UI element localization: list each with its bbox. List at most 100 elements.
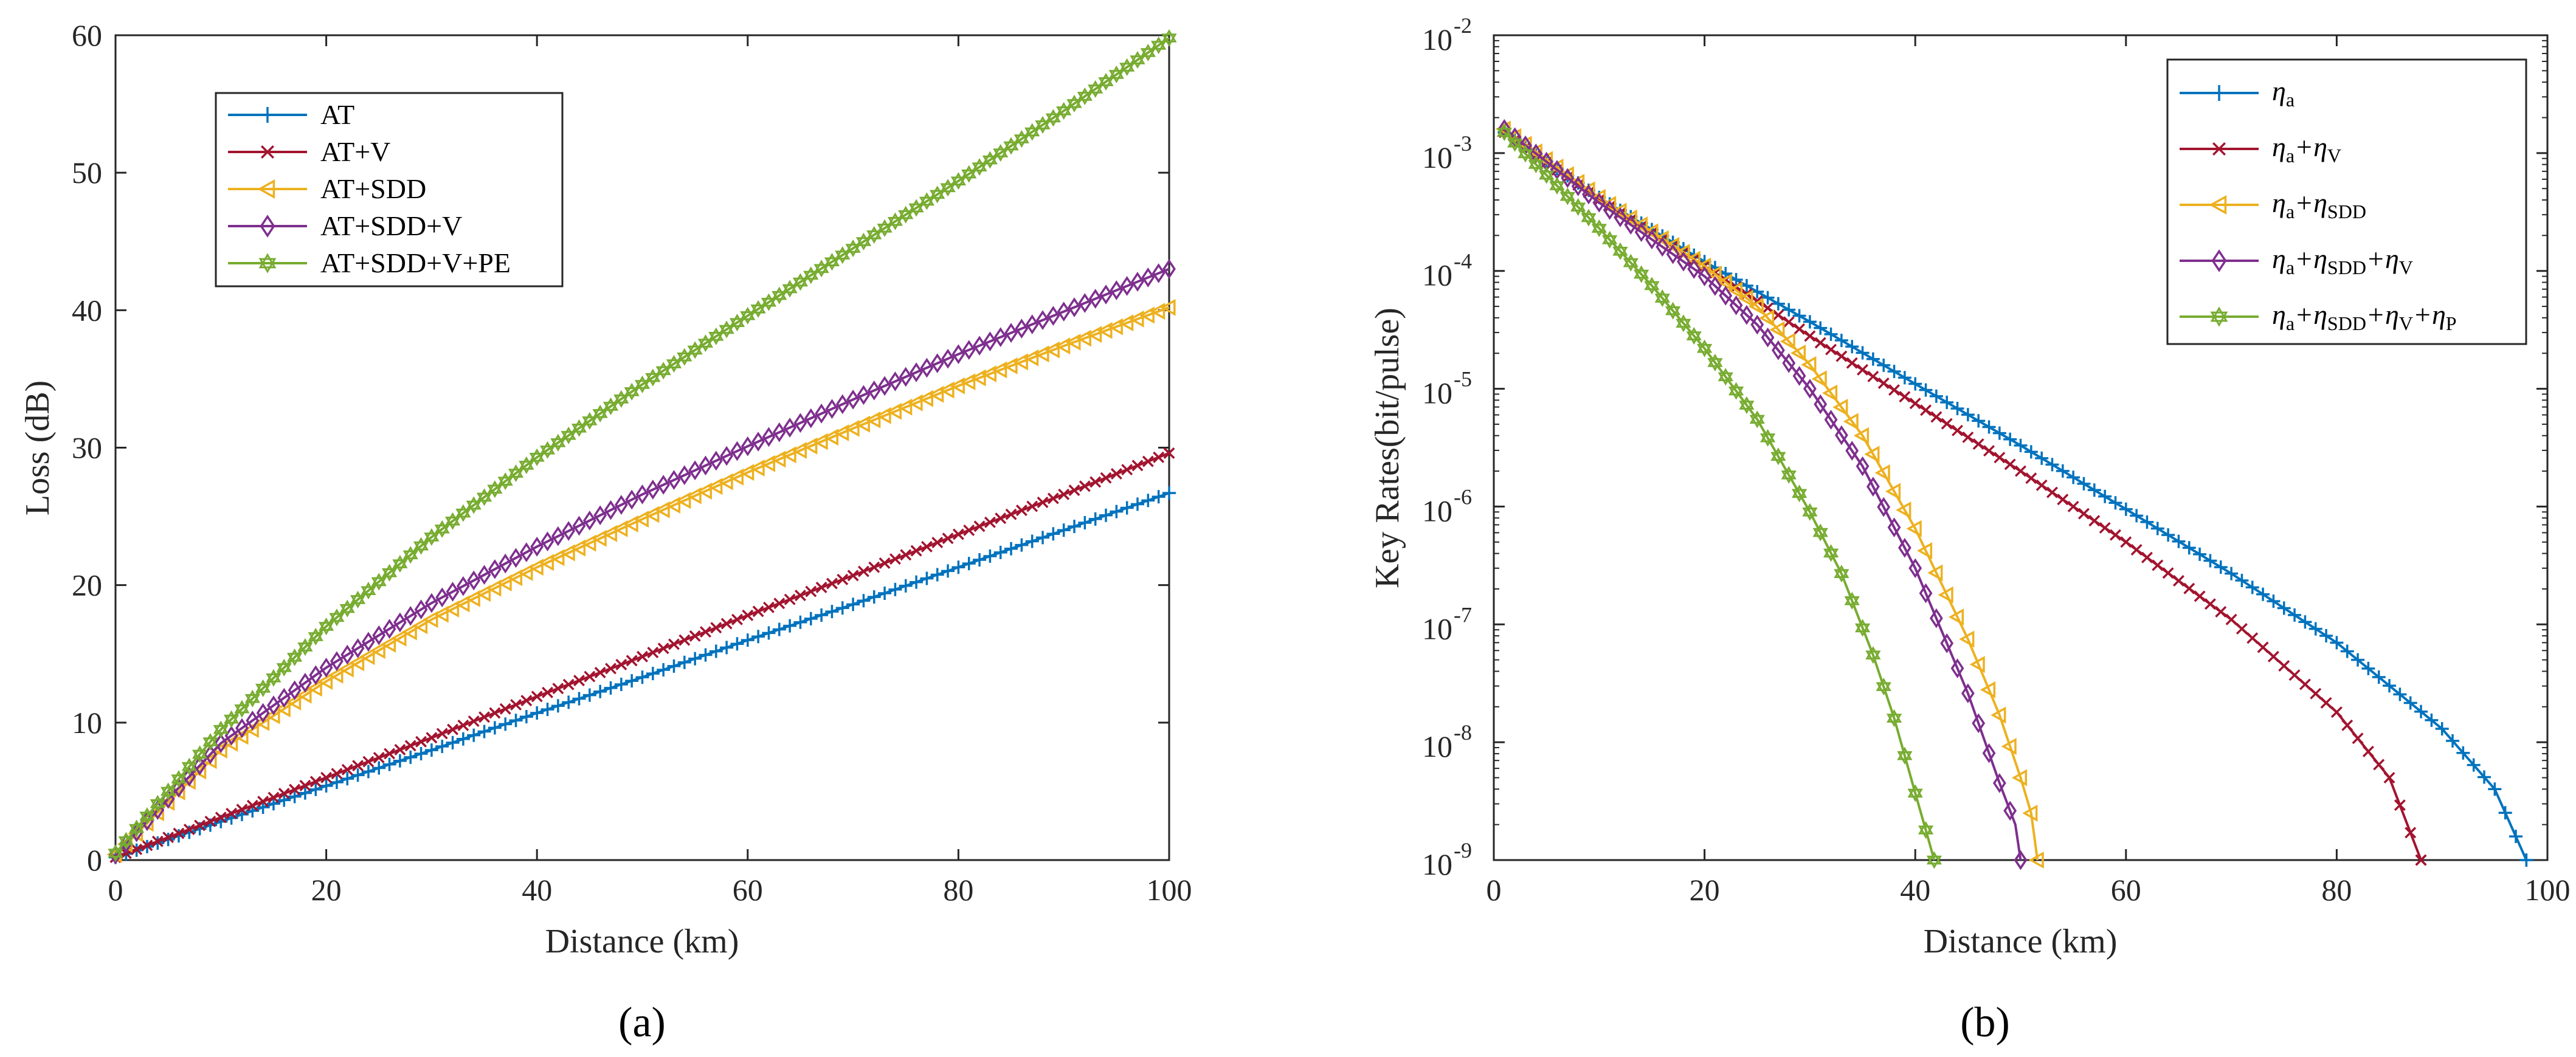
panel-a-data-point — [949, 377, 965, 394]
panel-a-data-point — [752, 605, 764, 618]
panel-a-data-point — [865, 411, 881, 429]
panel-b-data-point — [1780, 332, 1795, 350]
panel-b-legend-item: ηa+ηSDD+ηV+ηP — [2180, 299, 2457, 334]
panel-b-data-point — [2405, 827, 2417, 839]
panel-a-data-point — [825, 605, 839, 619]
panel-a-data-point — [846, 389, 860, 410]
panel-b-data-point — [2235, 574, 2249, 588]
legend-symbol: +η — [2366, 243, 2399, 274]
panel-b-data-point — [1886, 709, 1902, 728]
panel-b-data-point — [1718, 368, 1733, 386]
panel-b-data-point-end — [2014, 850, 2028, 870]
panel-a-data-point — [1099, 508, 1113, 522]
panel-a-data-point — [973, 553, 987, 567]
panel-a-data-point — [708, 327, 724, 345]
panel-b-data-point — [1962, 431, 1974, 443]
panel-a-data-point — [562, 678, 575, 690]
panel-a-data-point — [961, 165, 977, 183]
panel-b-data-point — [1571, 176, 1585, 196]
panel-b-data-point — [2330, 636, 2344, 650]
legend-symbol: +η — [2366, 299, 2399, 330]
panel-b-data-point — [1769, 321, 1785, 339]
panel-a-data-point — [1160, 298, 1176, 316]
panel-a-legend-item: AT — [228, 99, 354, 130]
panel-a-legend-item: AT+SDD+V — [228, 210, 462, 241]
panel-a-data-point — [942, 532, 954, 545]
panel-b-data-point — [1940, 633, 1954, 653]
panel-a-data-point — [298, 786, 312, 800]
panel-b-data-point — [1929, 389, 1943, 403]
panel-a-data-point — [517, 563, 533, 581]
panel-a-data-point — [246, 799, 258, 811]
panel-b-data-point — [2257, 641, 2269, 653]
panel-b-legend-item: ηa+ηSDD+ηV — [2180, 243, 2413, 278]
panel-a-data-point — [791, 442, 807, 459]
legend-subscript: a — [2286, 312, 2295, 334]
panel-b-data-point — [1738, 289, 1753, 307]
panel-b-data-point — [1897, 371, 1911, 385]
panel-a-data-point — [412, 617, 428, 635]
panel-a-data-point — [657, 475, 671, 495]
panel-b-data-point — [2035, 451, 2049, 465]
panel-a-data-point — [570, 539, 586, 557]
panel-b-data-point — [2045, 458, 2059, 472]
panel-a-data-point — [414, 599, 428, 620]
panel-a-data-point — [181, 757, 197, 776]
panel-b-legend-item: ηa — [2180, 75, 2295, 111]
panel-a-data-point — [928, 385, 944, 403]
panel-b-series-line — [1503, 131, 1936, 861]
panel-b-data-point — [2036, 479, 2048, 491]
panel-b-data-point — [1950, 658, 1964, 678]
panel-a-data-point — [1152, 263, 1165, 283]
panel-a-data-point — [897, 398, 913, 416]
panel-a-data-point — [634, 375, 651, 394]
panel-b-data-point — [2161, 528, 2175, 542]
panel-a-data-point — [1086, 326, 1102, 343]
panel-b-y-tick-label: 10 -9 — [1422, 838, 1472, 881]
panel-b-data-point — [1687, 259, 1701, 279]
panel-a-data-point — [1003, 137, 1019, 155]
panel-a-y-tick-label: 20 — [72, 568, 102, 602]
panel-a-data-point — [794, 590, 806, 602]
panel-b-data-point — [2298, 615, 2312, 629]
panel-b-data-point — [1835, 350, 1848, 362]
panel-a-data-point — [677, 655, 691, 669]
panel-b-y-tick-exponent: -5 — [1454, 367, 1472, 391]
panel-a-data-point — [805, 585, 817, 597]
panel-b-data-point — [2152, 559, 2164, 571]
legend-symbol: +η — [2295, 243, 2327, 274]
panel-a-y-tick-label: 40 — [72, 293, 102, 327]
panel-b-data-point — [2277, 601, 2291, 615]
panel-a-data-point — [266, 797, 280, 811]
panel-a-data-point — [1013, 129, 1029, 148]
panel-b-data-point — [2288, 669, 2301, 681]
panel-a-data-point — [793, 615, 807, 629]
panel-b-data-point — [1677, 251, 1690, 272]
panel-a-data-point — [183, 824, 195, 836]
panel-a-data-point — [204, 815, 216, 827]
panel-b-data-point — [1612, 242, 1628, 260]
panel-b-data-point — [1877, 358, 1891, 372]
panel-a-data-point — [581, 534, 596, 552]
panel-a-data-point — [624, 382, 640, 401]
panel-a-data-point — [857, 594, 871, 608]
panel-a-data-point — [340, 772, 354, 786]
panel-a-data-point — [373, 752, 385, 763]
panel-a-data-point — [1046, 306, 1060, 326]
panel-b-data-point — [2194, 590, 2206, 602]
panel-a-data-point — [1100, 472, 1112, 484]
panel-b-data-point — [1929, 608, 1943, 628]
panel-a-data-point — [888, 582, 902, 596]
panel-a-data-point — [728, 468, 744, 486]
panel-a-data-point — [108, 844, 123, 862]
panel-a-data-point — [201, 752, 217, 770]
panel-b-data-point — [1758, 309, 1775, 327]
panel-a-data-point — [246, 711, 260, 731]
panel-b-y-tick-label: 10 -7 — [1422, 602, 1472, 646]
panel-a-data-point — [1036, 310, 1049, 330]
panel-a-data-point — [1128, 310, 1144, 328]
panel-a-data-point — [456, 732, 470, 746]
panel-a-data-point — [468, 715, 480, 728]
panel-b-data-point — [1992, 773, 2006, 793]
panel-b-data-point — [2340, 644, 2354, 658]
